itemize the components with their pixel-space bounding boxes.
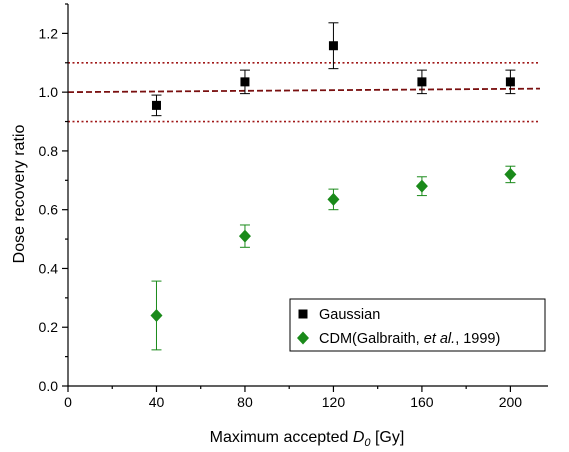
data-point [504,167,517,181]
trend-line [67,87,541,94]
data-point [417,77,427,87]
x-tick-label: 160 [410,394,434,410]
data-point [328,41,338,51]
series-layer [150,22,517,351]
x-axis-title: Maximum accepted D0 [Gy] [210,429,405,449]
data-point [415,179,428,193]
axes: 0 40 80 120 160 200 0.0 0.2 0.4 0.6 0.8 1.0 1.2 [39,3,548,410]
y-tick-label: 0.6 [39,202,59,218]
reference-lines [67,61,541,123]
legend-label: CDM(Galbraith, et al., 1999) [319,331,500,347]
y-tick-label: 0.0 [39,378,59,394]
data-point [327,192,340,206]
y-tick-label: 0.2 [39,319,59,335]
x-tick-label: 120 [322,394,346,410]
x-tick-label: 80 [237,394,253,410]
data-point [151,100,161,110]
legend: Gaussian CDM(Galbraith, et al., 1999) [289,298,546,352]
y-tick-label: 1.2 [39,25,59,41]
legend-marker [297,331,309,345]
x-tick-label: 200 [499,394,523,410]
legend-box [289,298,546,352]
data-point [240,77,250,87]
series-gaussian [151,22,516,117]
x-tick-label: 0 [64,394,72,410]
y-tick-label: 0.4 [39,260,59,276]
data-point [238,229,251,243]
legend-marker [298,309,308,319]
data-point [150,308,163,322]
series-cdm [150,165,517,351]
x-tick-label: 40 [149,394,165,410]
legend-label: Gaussian [319,307,380,323]
data-point [505,77,515,87]
y-axis-title: Dose recovery ratio [11,125,28,264]
y-tick-label: 1.0 [39,84,59,100]
y-tick-label: 0.8 [39,143,59,159]
